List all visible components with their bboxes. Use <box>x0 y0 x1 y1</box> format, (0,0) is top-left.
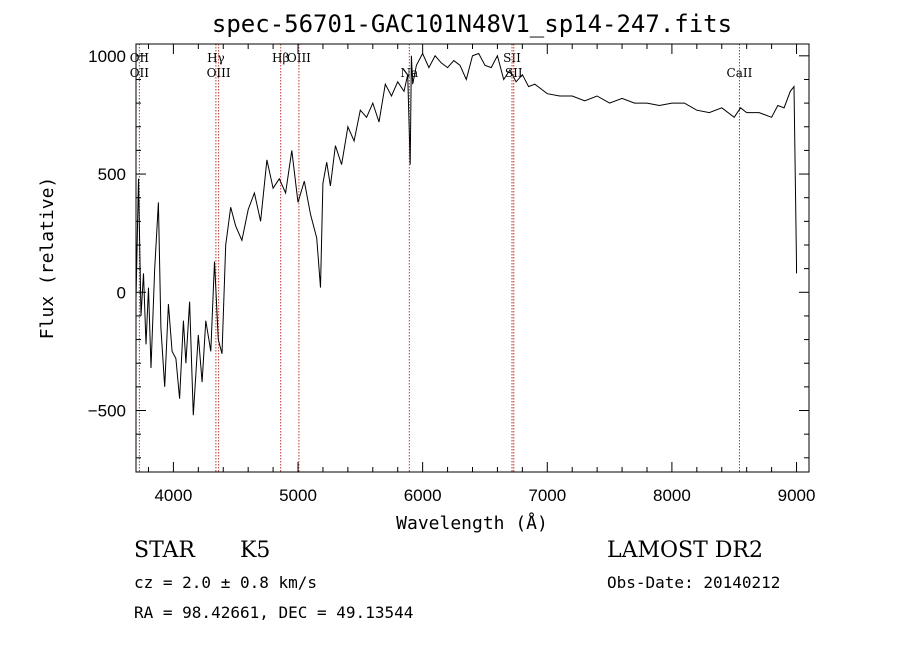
observation-date: Obs-Date: 20140212 <box>607 573 781 592</box>
line-label-bottom: CaII <box>727 66 753 80</box>
x-tick-label: 7000 <box>528 486 566 505</box>
x-axis-ticks: 4000 5000 6000 7000 8000 9000 <box>147 44 816 505</box>
coordinates: RA = 98.42661, DEC = 49.13544 <box>134 603 414 622</box>
x-tick-label: 8000 <box>653 486 691 505</box>
line-label-top: Hγ <box>207 51 225 65</box>
x-tick-label: 4000 <box>154 486 192 505</box>
y-tick-label: 0 <box>117 283 126 302</box>
y-axis-label: Flux (relative) <box>37 177 58 340</box>
survey-name: LAMOST DR2 <box>607 538 763 563</box>
plot-frame <box>135 43 810 473</box>
line-label-bottom: OIII <box>207 66 231 80</box>
line-label-bottom: SII <box>505 66 523 80</box>
line-label-top: OIII <box>287 51 311 65</box>
x-tick-label: 9000 <box>778 486 816 505</box>
y-axis-ticks: −500 0 500 1000 <box>88 47 809 459</box>
chart-title: spec-56701-GAC101N48V1_sp14-247.fits <box>212 10 732 38</box>
redshift-cz: cz = 2.0 ± 0.8 km/s <box>134 573 318 592</box>
y-tick-label: 1000 <box>88 47 126 66</box>
spectrum-line <box>135 52 797 416</box>
line-label-top: Hβ <box>272 51 289 65</box>
object-subclass: K5 <box>240 538 271 563</box>
object-class: STAR <box>134 538 195 563</box>
y-tick-label: −500 <box>88 402 126 421</box>
x-tick-label: 6000 <box>404 486 442 505</box>
line-label-bottom: OII <box>130 66 150 80</box>
x-axis-label: Wavelength (Å) <box>396 512 548 534</box>
y-tick-label: 500 <box>98 165 126 184</box>
line-label-top: SII <box>503 51 521 65</box>
line-label-top: OII <box>130 51 150 65</box>
x-tick-label: 5000 <box>279 486 317 505</box>
